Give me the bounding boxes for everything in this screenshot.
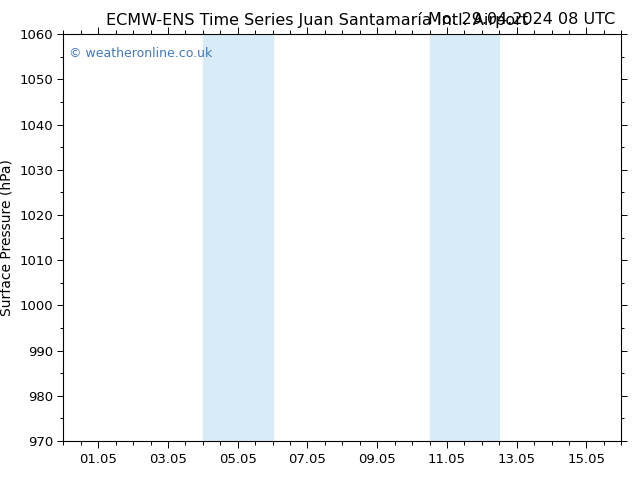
Bar bbox=[429, 34, 500, 441]
Y-axis label: Surface Pressure (hPa): Surface Pressure (hPa) bbox=[0, 159, 14, 316]
Text: © weatheronline.co.uk: © weatheronline.co.uk bbox=[69, 47, 212, 59]
Text: ECMW-ENS Time Series Juan Santamaría Intl. Airport: ECMW-ENS Time Series Juan Santamaría Int… bbox=[106, 12, 528, 28]
Text: Mo. 29.04.2024 08 UTC: Mo. 29.04.2024 08 UTC bbox=[428, 12, 615, 27]
Bar bbox=[203, 34, 273, 441]
